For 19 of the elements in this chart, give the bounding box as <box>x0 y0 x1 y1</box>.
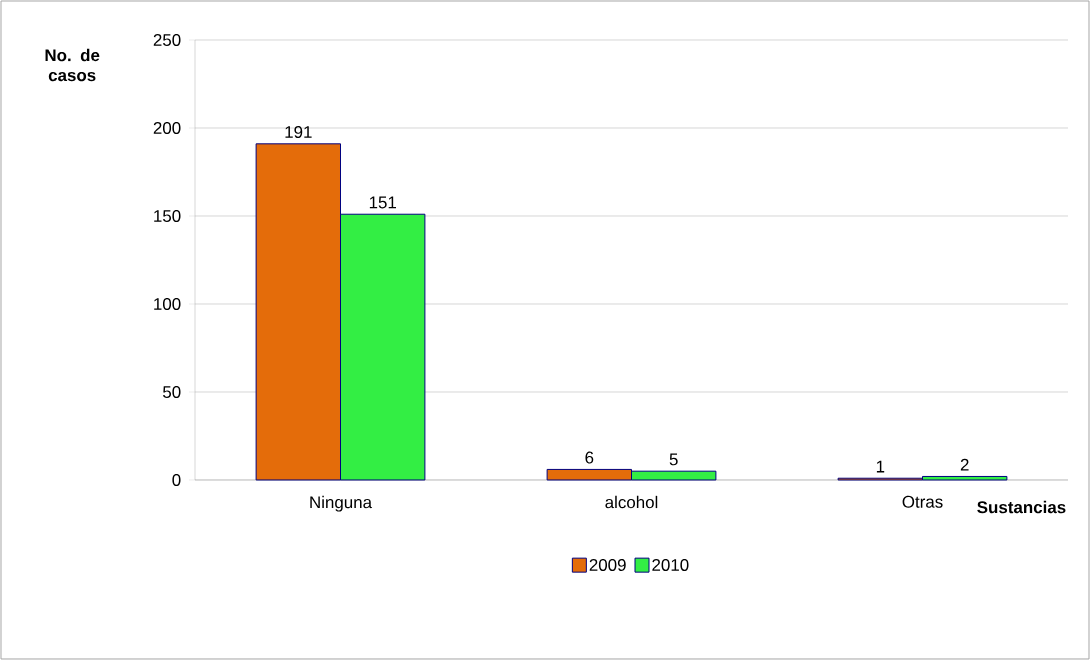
data-label: 2 <box>960 458 969 471</box>
x-axis-title: Sustancias <box>977 500 1066 514</box>
y-tick-label: 100 <box>154 297 181 310</box>
data-label: 151 <box>369 196 396 209</box>
y-axis-title: No. de casos <box>45 48 100 82</box>
legend-label: 2009 <box>589 558 626 571</box>
legend-label: 2010 <box>652 558 689 571</box>
x-tick-label: Otras <box>902 495 943 508</box>
data-label: 5 <box>669 453 678 466</box>
y-tick-label: 150 <box>154 209 181 222</box>
y-tick-label: 200 <box>153 121 181 134</box>
y-tick-label: 50 <box>163 385 181 398</box>
data-label: 6 <box>585 451 594 464</box>
y-tick-label: 250 <box>153 33 181 46</box>
y-tick-label: 0 <box>172 473 181 486</box>
data-label: 1 <box>876 460 885 473</box>
x-tick-label: alcohol <box>605 495 658 509</box>
data-label: 191 <box>285 125 312 138</box>
x-tick-label: Ninguna <box>310 495 373 512</box>
